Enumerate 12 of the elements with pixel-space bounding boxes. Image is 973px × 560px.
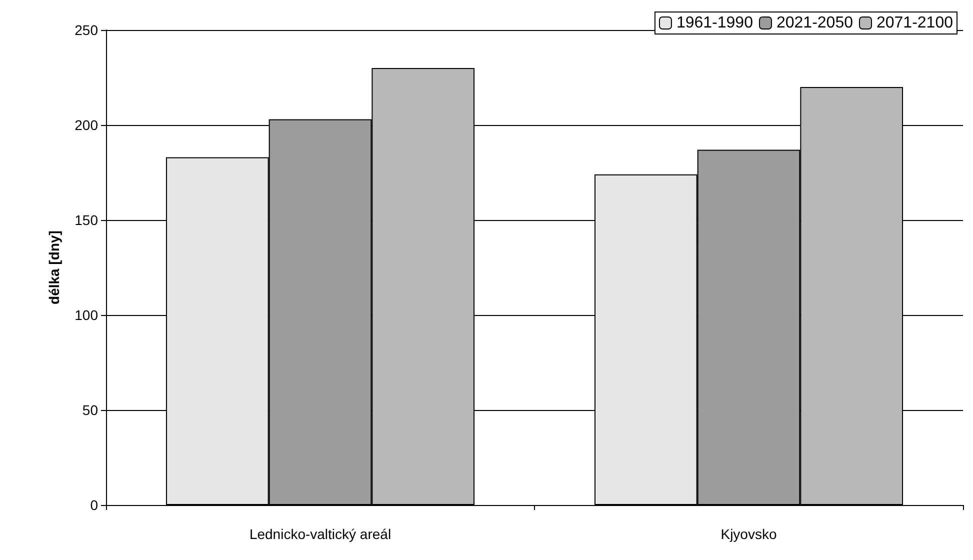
y-tick-label: 0 xyxy=(90,497,98,513)
y-tick-label: 100 xyxy=(74,307,98,323)
y-tick-label: 50 xyxy=(82,402,98,418)
y-tick-label: 150 xyxy=(74,212,98,228)
legend-label: 2021-2050 xyxy=(776,14,854,32)
y-axis-title: délka [dny] xyxy=(46,230,62,304)
x-tick-label: Lednicko-valtický areál xyxy=(249,526,392,542)
x-tick-label: Kjyovsko xyxy=(720,526,777,542)
legend-label: 1961-1990 xyxy=(676,14,754,32)
legend-label: 2071-2100 xyxy=(876,14,954,32)
y-tick-label: 250 xyxy=(74,22,98,38)
y-tick-label: 200 xyxy=(74,117,98,133)
